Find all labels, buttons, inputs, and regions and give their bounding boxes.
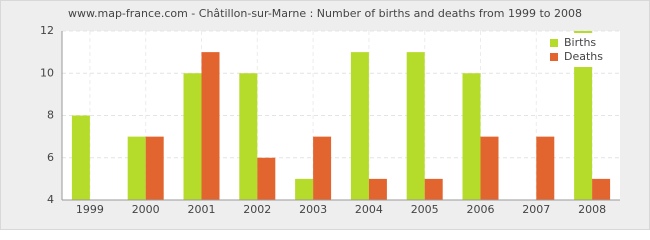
x-tick-label: 2004	[355, 203, 383, 216]
bar	[350, 52, 369, 200]
bar	[313, 136, 332, 200]
legend-box	[542, 33, 614, 67]
bar	[71, 115, 90, 200]
x-tick-label: 2007	[522, 203, 550, 216]
x-tick-label: 2001	[188, 203, 216, 216]
x-tick-label: 2005	[411, 203, 439, 216]
legend-label: Deaths	[564, 50, 603, 63]
chart: www.map-france.com - Châtillon-sur-Marne…	[0, 0, 650, 230]
y-tick-label: 10	[40, 66, 54, 79]
bar	[127, 136, 146, 200]
x-tick-label: 1999	[76, 203, 104, 216]
x-tick-label: 2000	[132, 203, 160, 216]
bar	[536, 136, 555, 200]
bar	[574, 31, 593, 200]
bar	[145, 136, 164, 200]
legend-swatch	[550, 39, 558, 47]
bar	[183, 73, 202, 200]
bar	[592, 178, 611, 200]
bar	[201, 52, 220, 200]
x-tick-label: 2002	[243, 203, 271, 216]
bar	[480, 136, 499, 200]
x-tick-label: 2003	[299, 203, 327, 216]
y-tick-label: 12	[40, 24, 54, 37]
x-tick-label: 2006	[467, 203, 495, 216]
y-tick-label: 8	[47, 109, 54, 122]
bar	[239, 73, 258, 200]
x-tick-label: 2008	[578, 203, 606, 216]
chart-title: www.map-france.com - Châtillon-sur-Marne…	[68, 7, 582, 20]
y-tick-label: 4	[47, 193, 54, 206]
legend-swatch	[550, 53, 558, 61]
bar	[257, 157, 276, 200]
legend-label: Births	[564, 36, 596, 49]
bar	[368, 178, 387, 200]
y-tick-label: 6	[47, 151, 54, 164]
bar	[462, 73, 481, 200]
bar	[406, 52, 425, 200]
bar	[424, 178, 443, 200]
bar	[295, 178, 314, 200]
